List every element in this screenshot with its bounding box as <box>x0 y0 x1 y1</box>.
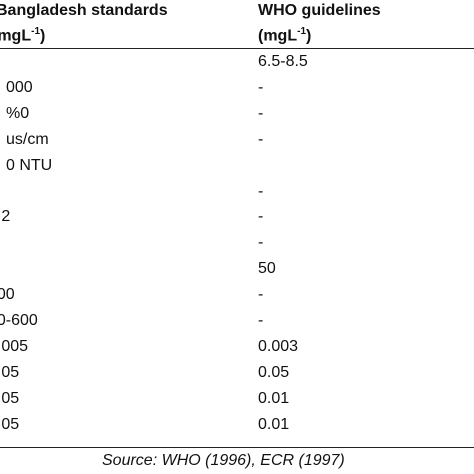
left-cell: us/cm <box>6 130 49 148</box>
header-right-unit: (mgL-1) <box>258 27 311 44</box>
unit: (mgL <box>258 27 298 45</box>
right-cell: 6.5-8.5 <box>258 53 308 70</box>
right-cell: - <box>258 286 264 304</box>
bottom-rule <box>0 447 474 448</box>
unit-exp: -1 <box>31 26 41 37</box>
right-cell: - <box>258 130 264 148</box>
right-cell: - <box>258 78 264 96</box>
left-cell: %0 <box>6 104 30 122</box>
right-cell: 50 <box>258 260 276 278</box>
left-cell: 0.05 <box>0 363 20 381</box>
right-cell: 0.003 <box>258 337 299 355</box>
right-cell: - <box>258 182 264 200</box>
right-cell: - <box>258 104 264 122</box>
unit: (mgL <box>0 27 32 45</box>
left-cell: 000 <box>6 78 33 96</box>
unit-close: ) <box>40 27 46 45</box>
header-left-unit: (mgL-1) <box>0 27 45 44</box>
left-cell: 0.2 <box>0 208 11 226</box>
left-cell: 0.05 <box>0 415 20 433</box>
left-cell: 50-600 <box>0 312 38 329</box>
left-cell: 0 NTU <box>6 156 53 174</box>
unit-exp: -1 <box>297 26 307 37</box>
unit-close: ) <box>306 27 312 45</box>
right-cell: - <box>258 234 264 252</box>
right-cell: - <box>258 208 264 226</box>
left-cell: 0.005 <box>0 337 29 355</box>
header-right: WHO guidelines <box>258 2 381 19</box>
right-cell: 0.05 <box>258 363 290 381</box>
right-cell: 0.01 <box>258 415 290 433</box>
source-text: Source: WHO (1996), ECR (1997) <box>102 452 345 469</box>
right-cell: - <box>258 312 264 329</box>
header-rule <box>0 48 474 49</box>
left-cell: 0.05 <box>0 389 20 407</box>
right-cell: 0.01 <box>258 389 290 407</box>
left-cell: 400 <box>0 286 15 304</box>
header-left: Bangladesh standards <box>0 2 168 19</box>
